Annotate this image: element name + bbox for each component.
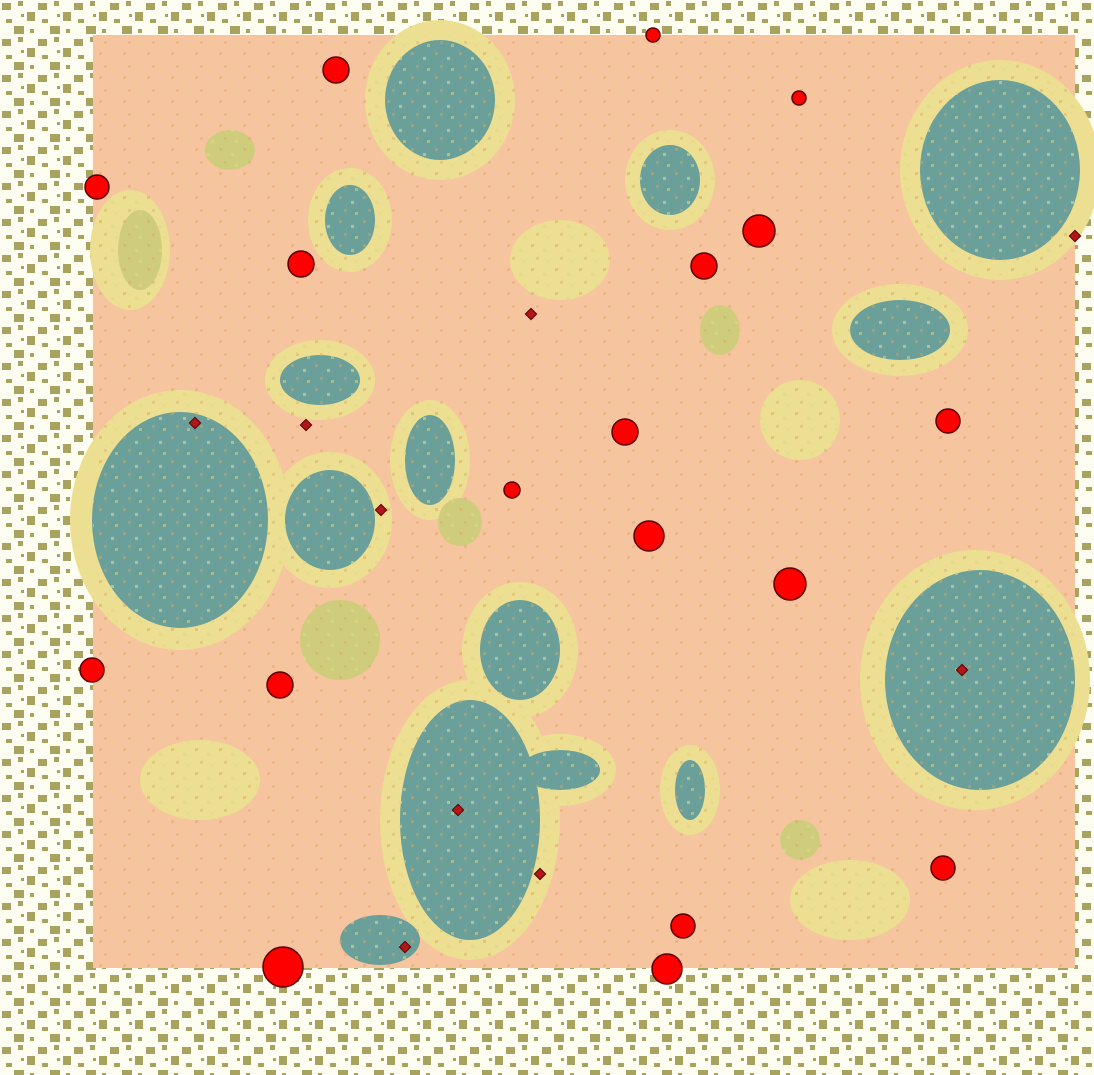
site — [288, 251, 314, 277]
site — [774, 568, 806, 600]
site — [652, 954, 682, 984]
site — [931, 856, 955, 880]
site — [267, 672, 293, 698]
site — [504, 482, 520, 498]
site — [743, 215, 775, 247]
site — [612, 419, 638, 445]
site — [691, 253, 717, 279]
site — [85, 175, 109, 199]
map — [0, 0, 1094, 1075]
site — [936, 409, 960, 433]
site — [263, 947, 303, 987]
area-texture — [93, 35, 1075, 968]
site — [634, 521, 664, 551]
site — [646, 28, 660, 42]
site — [792, 91, 806, 105]
site — [323, 57, 349, 83]
site — [671, 914, 695, 938]
study-area — [70, 20, 1094, 968]
site — [80, 658, 104, 682]
page: (() => { const data = JSON.parse(documen… — [0, 0, 1094, 1075]
